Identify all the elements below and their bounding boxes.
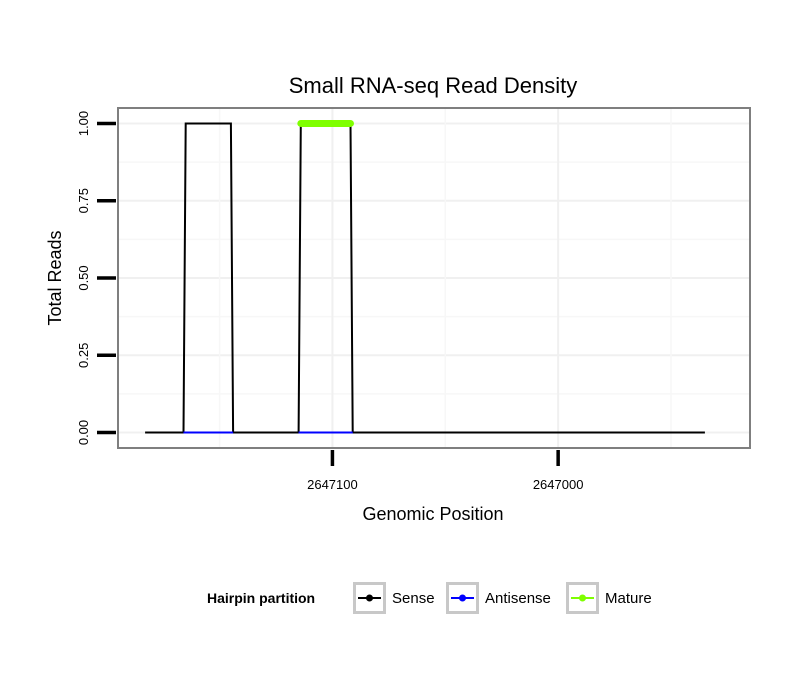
x-tick-label: 2647100	[307, 477, 358, 492]
legend-item-sense: Sense	[353, 582, 435, 614]
y-axis-label: Total Reads	[45, 230, 65, 325]
series-layer	[145, 119, 705, 434]
y-tick-label: 0.00	[76, 420, 91, 445]
x-tick-label: 2647000	[533, 477, 584, 492]
y-tick-label: 0.25	[76, 343, 91, 368]
x-axis-label: Genomic Position	[362, 504, 503, 524]
y-tick-label: 0.75	[76, 188, 91, 213]
legend-title: Hairpin partition	[207, 590, 315, 606]
y-tick-label: 1.00	[76, 111, 91, 136]
legend-label-antisense: Antisense	[485, 590, 551, 607]
y-axis: 0.00 0.25 0.50 0.75 1.00	[76, 111, 116, 445]
legend-key-point-mature	[579, 594, 586, 602]
legend: Hairpin partition Sense Antisense Mature	[207, 582, 652, 614]
legend-item-antisense: Antisense	[446, 582, 551, 614]
legend-label-sense: Sense	[392, 590, 435, 607]
legend-key-point-antisense	[459, 594, 466, 602]
chart-title: Small RNA-seq Read Density	[289, 73, 578, 98]
panel-border	[117, 107, 751, 449]
legend-label-mature: Mature	[605, 590, 652, 607]
series-sense-line	[145, 122, 705, 434]
legend-item-mature: Mature	[566, 582, 652, 614]
legend-key-point-sense	[366, 594, 373, 602]
x-axis: 2647100 2647000	[307, 450, 583, 492]
legend-key-mature	[566, 582, 599, 614]
y-tick-label: 0.50	[76, 265, 91, 290]
